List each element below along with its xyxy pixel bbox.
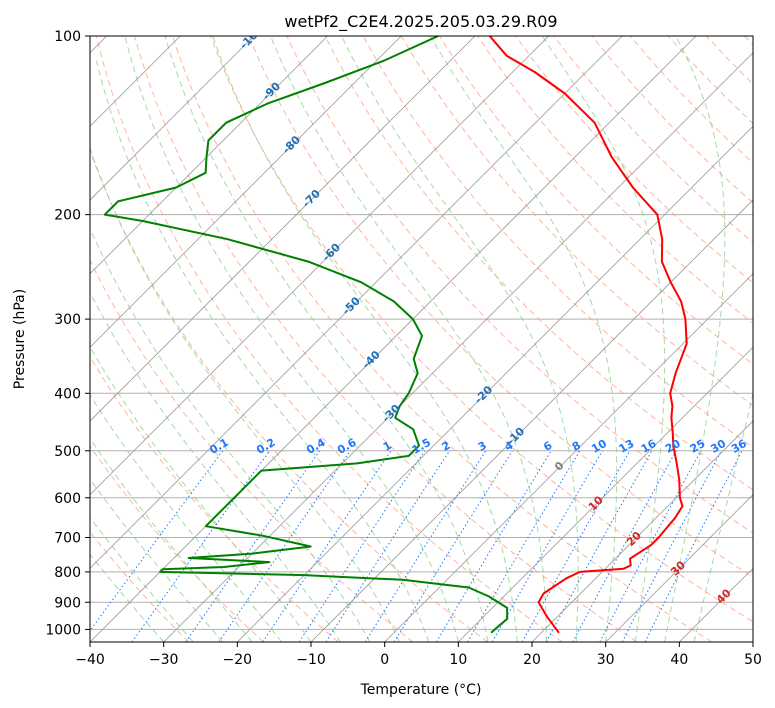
plot-area: -100-90-80-70-60-50-40-30-20-10010203040…: [90, 36, 753, 642]
mixing-ratio-line: [644, 450, 743, 642]
y-tick-label: 500: [54, 444, 81, 460]
moist-adiabat-line: [90, 146, 400, 642]
mixing-ratio-line: [435, 450, 552, 642]
chart-title: wetPf2_C2E4.2025.205.03.29.R09: [284, 12, 557, 32]
isotherm-line: [90, 36, 328, 275]
moist-adiabat-line: [341, 36, 579, 642]
dry-adiabat-line: [90, 258, 414, 642]
x-axis-title: Temperature (°C): [360, 682, 482, 698]
dry-adiabat-line: [477, 36, 753, 324]
moist-adiabat-line: [693, 391, 753, 642]
dry-adiabat-line: [172, 36, 712, 642]
y-tick-label: 200: [54, 208, 81, 224]
mixing-ratio-line: [298, 450, 426, 642]
isotherm-line: [237, 125, 753, 642]
mixing-ratio-line: [599, 450, 702, 642]
moist-adiabat-line: [541, 36, 666, 642]
skewed-isotherms: [90, 36, 753, 642]
isotherm-line: [90, 36, 402, 348]
x-tick-label: 50: [744, 652, 762, 668]
dry-adiabat-line: [324, 36, 753, 491]
mixing-ratio-line: [521, 450, 631, 642]
mixing-ratio-line: [262, 450, 392, 642]
dry-adiabat-line: [248, 36, 753, 578]
y-tick-label: 700: [54, 531, 81, 547]
isotherm-line: [163, 52, 753, 642]
isotherm-line: [90, 36, 255, 201]
dry-adiabat-line: [90, 445, 264, 642]
y-tick-label: 600: [54, 491, 81, 507]
x-tick-label: 40: [670, 652, 688, 668]
moist-adiabat-line: [90, 227, 371, 642]
y-tick-label: 300: [54, 312, 81, 328]
mixing-ratio-line: [185, 450, 321, 642]
dewpoint-profile-line: [103, 36, 509, 634]
mixing-ratio-line: [572, 450, 677, 642]
y-tick-label: 1000: [45, 622, 81, 638]
moist-adiabat-line: [212, 36, 518, 642]
y-tick-label: 400: [54, 386, 81, 402]
moist-adiabat-line: [124, 36, 459, 642]
moist-adiabat-line: [429, 36, 618, 642]
isotherm-line: [531, 420, 753, 642]
moist-adiabat-line: [90, 393, 282, 642]
isotherm-line: [384, 273, 753, 642]
x-tick-label: −30: [149, 652, 179, 668]
isotherm-line: [310, 199, 753, 642]
moist-adiabat-line: [664, 36, 726, 642]
y-tick-label: 800: [54, 565, 81, 581]
temperature-profile-line: [488, 36, 688, 634]
moist-adiabat-line: [164, 36, 489, 642]
mixing-ratio-line: [90, 450, 224, 632]
isotherm-line: [90, 36, 476, 422]
isotherm-line: [90, 36, 549, 496]
dry-adiabat-line: [90, 355, 339, 642]
y-tick-label: 100: [54, 29, 81, 45]
mixing-ratio-line: [325, 450, 451, 642]
x-tick-label: −20: [223, 652, 253, 668]
mixing-ratio-line: [545, 450, 653, 642]
isotherm-line: [90, 36, 697, 642]
y-axis-ticks: 1000 900 800 700 600 500 400 300 200 100: [45, 29, 90, 638]
y-tick-label: 900: [54, 595, 81, 611]
mixing-ratio-line: [218, 450, 351, 642]
moist-adiabat-line: [90, 437, 253, 642]
y-axis-title: Pressure (hPa): [12, 289, 28, 389]
dry-adiabat-line: [286, 36, 753, 534]
x-tick-label: 30: [597, 652, 615, 668]
profile-series: [103, 36, 688, 634]
dry-adiabat-line: [95, 36, 563, 642]
mixing-ratio-lines: [90, 450, 743, 642]
x-tick-label: 20: [523, 652, 541, 668]
moist-adiabat-line: [90, 345, 312, 642]
dry-adiabat-line: [515, 36, 753, 284]
isotherm-line: [90, 36, 623, 569]
mixing-ratio-line: [364, 450, 487, 642]
mixing-ratio-line: [131, 450, 271, 642]
moist-adiabat-line: [90, 291, 341, 642]
plot-frame: [89, 35, 754, 643]
moist-adiabat-line: [90, 478, 223, 642]
moist-adiabats: [90, 36, 753, 642]
x-tick-label: −10: [296, 652, 326, 668]
x-tick-label: 10: [449, 652, 467, 668]
x-tick-label: −40: [75, 652, 105, 668]
isotherm-line: [458, 346, 753, 642]
moist-adiabat-line: [95, 60, 430, 642]
dry-adiabat-line: [210, 36, 753, 623]
isotherm-line: [605, 494, 753, 642]
x-tick-label: 0: [380, 652, 389, 668]
x-axis-ticks: −40 −30 −20 −10 0 10 20 30 40 50: [75, 642, 762, 668]
